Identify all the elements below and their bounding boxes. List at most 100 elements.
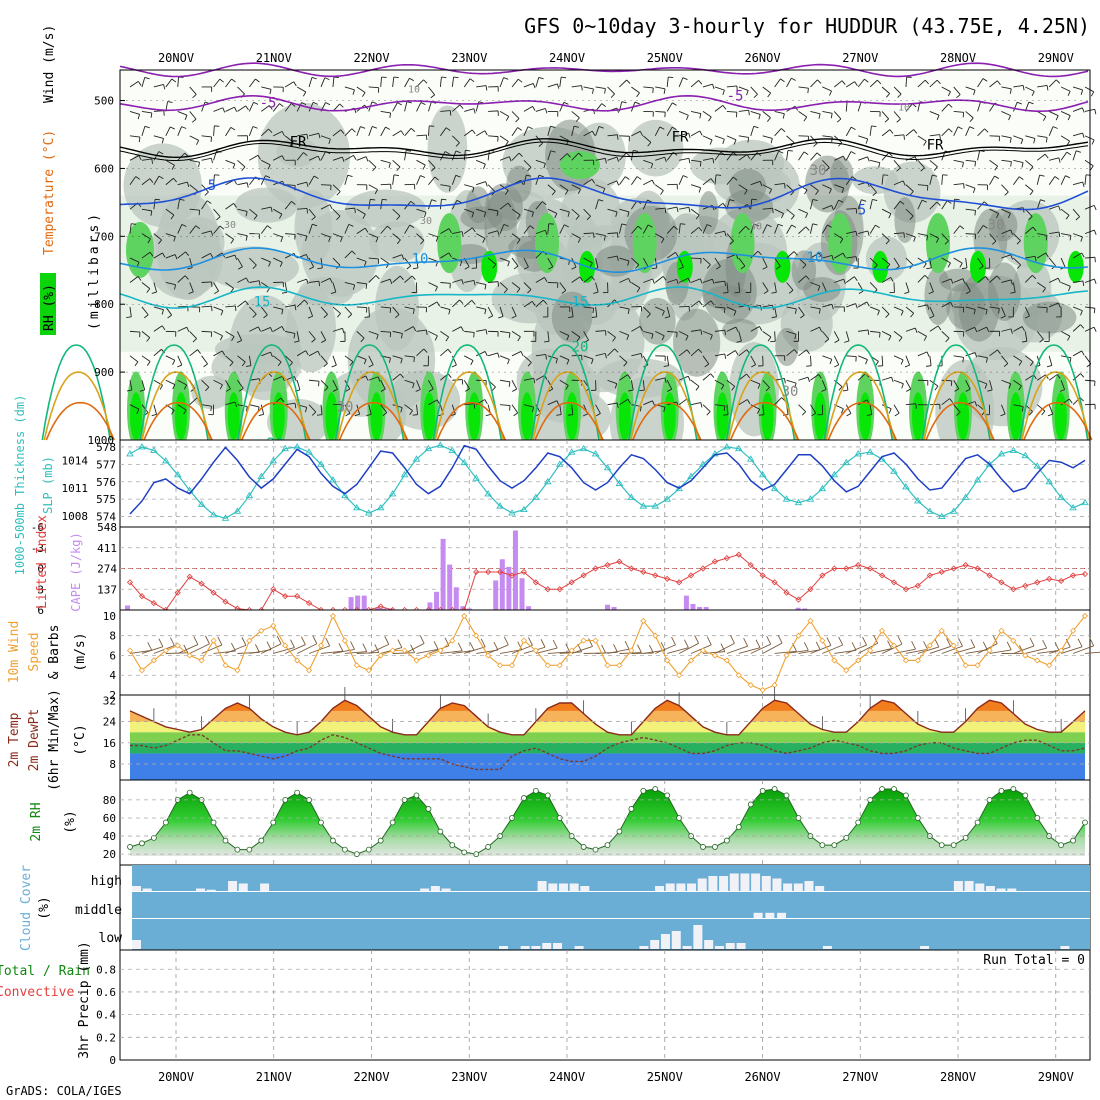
wind-barb-flag — [621, 223, 627, 226]
wind-barb — [356, 282, 367, 285]
wind-barb-flag — [831, 304, 834, 310]
wind-barb — [153, 199, 156, 210]
rh-bright-plume — [130, 392, 142, 441]
wind-barb — [475, 351, 486, 357]
wind-barb — [1060, 380, 1066, 390]
wind-barb-flag — [234, 254, 237, 260]
wind-barb — [869, 306, 880, 312]
wind-barb — [416, 380, 421, 390]
slp-tick-1014: 1014 — [62, 454, 89, 467]
wind10-barb — [786, 649, 809, 654]
wind-speed-marker — [246, 637, 253, 644]
wind-barb — [738, 399, 748, 406]
wind-barb — [798, 275, 807, 283]
wind-barb — [929, 233, 939, 239]
thickness-marker — [317, 460, 325, 467]
wind-barb — [893, 111, 901, 120]
wind-barb — [1001, 208, 1011, 214]
wind-barb — [249, 306, 257, 315]
wind-barb-flag — [441, 76, 447, 78]
wind-barb-flag — [875, 224, 880, 229]
wind-barb — [368, 376, 379, 381]
wind-barb — [726, 110, 737, 113]
wind-barb — [297, 181, 307, 186]
wind-barb — [655, 233, 665, 240]
wind-barb — [595, 157, 606, 161]
wind-barb — [929, 306, 935, 317]
wind-barb — [833, 355, 840, 365]
wind-barb-flag — [447, 373, 452, 378]
wind-barb-flag — [311, 338, 316, 343]
wind-barb — [1072, 208, 1080, 218]
cloud-bar-high — [206, 889, 216, 891]
wind-barb-flag — [360, 126, 366, 129]
wind-barb — [368, 355, 374, 365]
wind-barb — [714, 105, 724, 112]
wind-barb — [177, 199, 181, 210]
wind-barb-flag — [294, 305, 297, 311]
wind-barb — [547, 208, 558, 214]
wind-barb — [416, 208, 427, 213]
wind-barb — [392, 130, 402, 137]
wind-barb-flag — [232, 163, 236, 169]
wind-barb — [762, 282, 769, 292]
wind-barb-flag — [279, 103, 284, 108]
wind10-barb-flag — [255, 644, 260, 653]
wind-barb-flag — [700, 329, 703, 335]
wind-barb — [547, 380, 554, 390]
wind-barb-flag — [231, 78, 236, 83]
rh2m-marker — [783, 792, 790, 799]
wind-barb — [702, 135, 713, 141]
rh-bright-plume — [227, 392, 240, 441]
wind-barb — [428, 86, 436, 96]
wind-speed-marker — [473, 632, 480, 639]
cloud-bar-high — [783, 883, 793, 891]
thickness-marker — [376, 503, 385, 511]
wind-barb — [129, 223, 132, 234]
wind-barb-flag — [1059, 389, 1065, 392]
wind-barb — [1025, 135, 1036, 139]
wind-barb — [308, 77, 313, 88]
rh2m-marker — [389, 819, 396, 826]
wind-barb — [201, 330, 212, 333]
wind-barb — [237, 404, 248, 407]
wind-barb-flag — [610, 93, 615, 98]
wind-barb-flag — [706, 264, 711, 269]
wind-barb-flag — [137, 81, 142, 86]
wind-barb-flag — [396, 239, 401, 245]
wind-barb — [571, 306, 574, 317]
li-marker — [544, 586, 551, 593]
wind-barb — [260, 306, 268, 316]
wind-barb — [846, 256, 857, 259]
wind-barb — [225, 254, 236, 259]
wind-barb — [511, 330, 521, 338]
wind-barb-flag — [290, 103, 296, 107]
wind-barb-flag — [1016, 264, 1021, 269]
wind-barb-flag — [1010, 328, 1013, 334]
wind-barb — [260, 225, 268, 234]
wind-barb-flag — [969, 126, 975, 130]
wind-barb-flag — [678, 266, 684, 270]
wind-barb-flag — [802, 264, 807, 269]
wind-barb-flag — [790, 215, 795, 220]
wind-barb — [750, 110, 761, 115]
rh-bright-plume — [370, 392, 383, 441]
cape-bar — [512, 530, 518, 610]
wind-barb-flag — [529, 225, 535, 229]
wind-barb — [535, 159, 546, 164]
wind-barb — [189, 208, 200, 211]
wind-barb-flag — [258, 413, 264, 417]
wind-barb — [679, 132, 689, 137]
dewpoint-line — [130, 734, 1086, 771]
rh-blob-dark — [698, 190, 719, 235]
wind-barb — [535, 229, 546, 235]
wind-barb — [189, 282, 194, 292]
wind-barb-flag — [340, 237, 343, 243]
wind-barb-flag — [950, 302, 954, 307]
wind-barb — [917, 135, 927, 142]
wind-barb-flag — [385, 126, 391, 130]
wind-barb-flag — [573, 125, 579, 128]
wind-barb-flag — [746, 373, 751, 379]
wind-barb-flag — [923, 263, 927, 268]
